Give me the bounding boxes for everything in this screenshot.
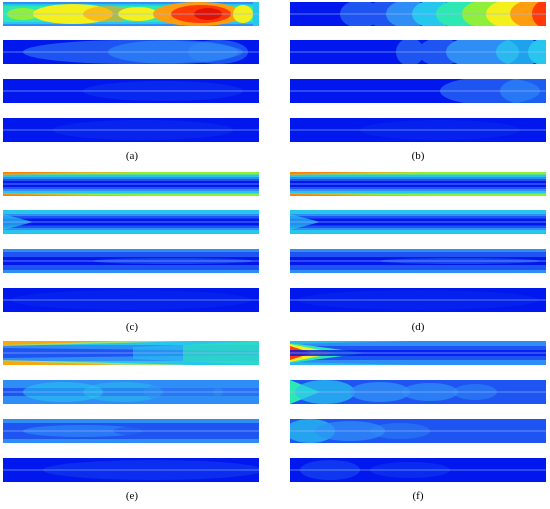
contour-panel-c-3 bbox=[3, 249, 259, 273]
contour-panel-e-2 bbox=[3, 380, 259, 404]
contour-plot bbox=[290, 210, 546, 234]
caption-c: (c) bbox=[125, 321, 139, 333]
contour-plot bbox=[3, 172, 259, 196]
contour-panel-a-2 bbox=[3, 40, 259, 64]
caption-d: (d) bbox=[411, 321, 425, 333]
contour-panel-e-4 bbox=[3, 458, 259, 482]
contour-plot bbox=[290, 118, 546, 142]
contour-plot bbox=[3, 288, 259, 312]
contour-plot bbox=[3, 249, 259, 273]
contour-panel-e-3 bbox=[3, 419, 259, 443]
contour-panel-c-2 bbox=[3, 210, 259, 234]
contour-panel-d-1 bbox=[290, 172, 546, 196]
contour-panel-b-3 bbox=[290, 79, 546, 103]
contour-panel-c-1 bbox=[3, 172, 259, 196]
contour-plot bbox=[3, 458, 259, 482]
contour-panel-f-4 bbox=[290, 458, 546, 482]
contour-plot bbox=[3, 380, 259, 404]
contour-panel-a-4 bbox=[3, 118, 259, 142]
contour-panel-c-4 bbox=[3, 288, 259, 312]
caption-b: (b) bbox=[411, 150, 425, 162]
contour-plot bbox=[290, 419, 546, 443]
contour-plot bbox=[3, 341, 259, 365]
contour-panel-e-1 bbox=[3, 341, 259, 365]
contour-plot bbox=[3, 40, 259, 64]
contour-plot bbox=[290, 458, 546, 482]
contour-plot bbox=[290, 172, 546, 196]
contour-plot bbox=[290, 40, 546, 64]
contour-panel-f-2 bbox=[290, 380, 546, 404]
caption-a: (a) bbox=[125, 150, 139, 162]
contour-plot bbox=[290, 341, 546, 365]
caption-e: (e) bbox=[125, 490, 139, 502]
contour-plot bbox=[290, 2, 546, 26]
contour-plot bbox=[3, 419, 259, 443]
contour-plot bbox=[290, 79, 546, 103]
contour-panel-d-4 bbox=[290, 288, 546, 312]
contour-panel-f-1 bbox=[290, 341, 546, 365]
contour-panel-b-1 bbox=[290, 2, 546, 26]
contour-plot bbox=[3, 210, 259, 234]
contour-plot bbox=[3, 118, 259, 142]
contour-plot bbox=[290, 249, 546, 273]
contour-plot bbox=[290, 380, 546, 404]
caption-f: (f) bbox=[412, 490, 424, 502]
contour-panel-a-1 bbox=[3, 2, 259, 26]
contour-plot bbox=[290, 288, 546, 312]
contour-panel-b-4 bbox=[290, 118, 546, 142]
contour-plot bbox=[3, 2, 259, 26]
contour-panel-d-3 bbox=[290, 249, 546, 273]
contour-panel-f-3 bbox=[290, 419, 546, 443]
contour-plot bbox=[3, 79, 259, 103]
contour-panel-a-3 bbox=[3, 79, 259, 103]
contour-panel-b-2 bbox=[290, 40, 546, 64]
contour-panel-d-2 bbox=[290, 210, 546, 234]
